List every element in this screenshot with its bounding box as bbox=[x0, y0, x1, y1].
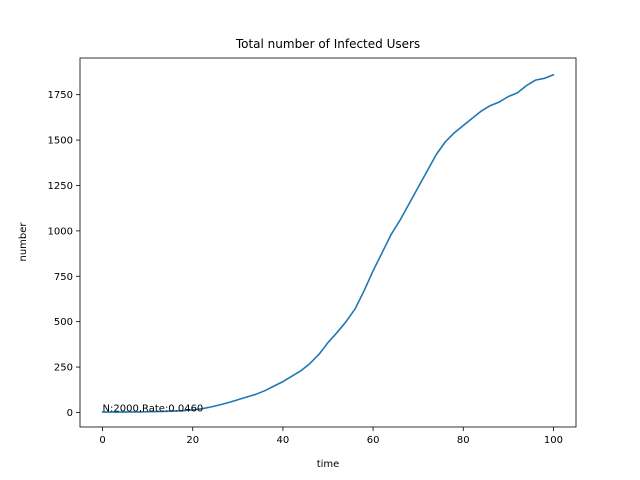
y-tick-label: 750 bbox=[54, 272, 73, 283]
y-tick-label: 1750 bbox=[48, 90, 73, 101]
x-axis-label: time bbox=[317, 459, 340, 470]
y-tick-label: 0 bbox=[67, 408, 73, 419]
series-line bbox=[101, 73, 555, 413]
y-tick-label: 1000 bbox=[48, 226, 73, 237]
x-axis-ticks: 0 20 40 60 80 100 bbox=[99, 427, 563, 446]
plot-frame bbox=[79, 57, 577, 428]
chart-title: Total number of Infected Users bbox=[235, 37, 420, 51]
x-tick-label: 0 bbox=[99, 435, 105, 446]
y-tick-label: 500 bbox=[54, 317, 73, 328]
y-tick-label: 1500 bbox=[48, 136, 73, 147]
y-tick-label: 250 bbox=[54, 363, 73, 374]
plot-area bbox=[80, 58, 576, 427]
x-tick-label: 60 bbox=[367, 435, 380, 446]
x-tick-label: 100 bbox=[544, 435, 563, 446]
x-tick-label: 80 bbox=[457, 435, 470, 446]
y-tick-label: 1250 bbox=[48, 181, 73, 192]
x-tick-label: 40 bbox=[277, 435, 290, 446]
x-tick-label: 20 bbox=[186, 435, 199, 446]
y-axis-label: number bbox=[18, 222, 29, 262]
y-axis-ticks: 0 250 500 750 1000 1250 1500 1750 bbox=[48, 90, 80, 419]
chart-annotation: N:2000,Rate:0.0460 bbox=[103, 403, 204, 414]
